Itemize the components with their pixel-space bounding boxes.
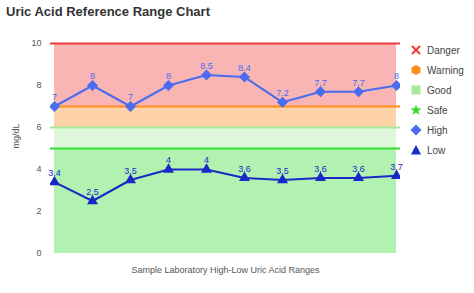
svg-text:4: 4 <box>36 164 41 174</box>
svg-text:0: 0 <box>36 248 41 258</box>
svg-text:Sample Laboratory High-Low Uri: Sample Laboratory High-Low Uric Acid Ran… <box>131 265 320 275</box>
svg-text:mg/dL: mg/dL <box>11 123 21 148</box>
svg-text:6: 6 <box>36 122 41 132</box>
svg-text:3.5: 3.5 <box>124 166 137 176</box>
svg-text:7: 7 <box>128 92 133 102</box>
html-text:Uric Acid Reference Range Char: Uric Acid Reference Range Chart <box>6 4 210 19</box>
svg-text:7.7: 7.7 <box>314 78 327 88</box>
svg-text:8.4: 8.4 <box>238 63 251 73</box>
svg-text:7.7: 7.7 <box>352 78 365 88</box>
html-text:Danger: Danger <box>427 44 460 56</box>
svg-text:8: 8 <box>394 71 399 81</box>
svg-text:8: 8 <box>166 71 171 81</box>
svg-text:8.5: 8.5 <box>200 61 213 71</box>
svg-text:3.6: 3.6 <box>238 164 251 174</box>
svg-text:8: 8 <box>90 71 95 81</box>
svg-text:10: 10 <box>31 38 41 48</box>
svg-text:2.5: 2.5 <box>86 187 99 197</box>
svg-text:2: 2 <box>36 206 41 216</box>
svg-text:4: 4 <box>166 155 171 165</box>
svg-text:3.7: 3.7 <box>390 162 403 172</box>
html-text:Safe: Safe <box>427 104 448 116</box>
html-text:High: High <box>427 124 448 136</box>
svg-text:3.5: 3.5 <box>276 166 289 176</box>
svg-text:8: 8 <box>36 80 41 90</box>
svg-text:3.4: 3.4 <box>48 168 61 178</box>
svg-text:4: 4 <box>204 155 209 165</box>
html-text:Warning: Warning <box>427 64 464 76</box>
svg-text:3.6: 3.6 <box>314 164 327 174</box>
svg-text:3.6: 3.6 <box>352 164 365 174</box>
html-text:Low: Low <box>427 144 446 156</box>
svg-text:7: 7 <box>52 92 57 102</box>
html-text:Good: Good <box>427 84 452 96</box>
svg-text:7.2: 7.2 <box>276 88 289 98</box>
